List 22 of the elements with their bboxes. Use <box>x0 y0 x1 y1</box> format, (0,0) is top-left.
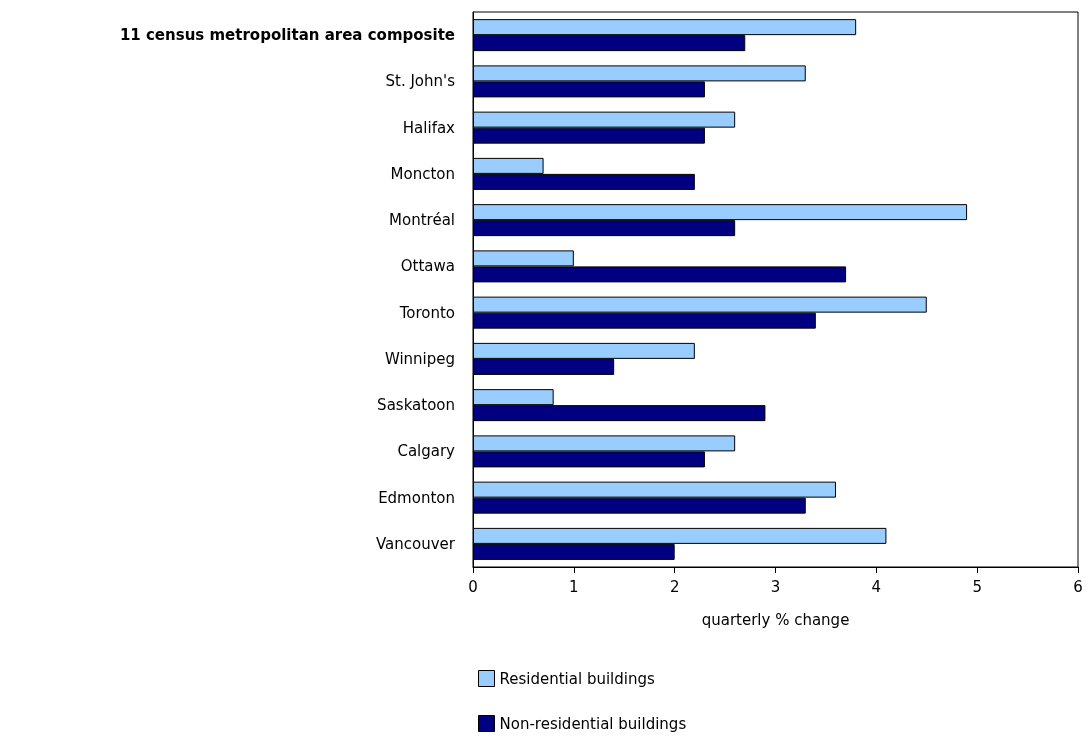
legend-label: Non-residential buildings <box>499 714 687 733</box>
y-tick-label: Moncton <box>390 164 455 183</box>
x-tick-label: 2 <box>669 577 680 596</box>
legend-label: Residential buildings <box>499 669 655 688</box>
y-tick-label: Toronto <box>398 303 455 322</box>
y-tick-label: Halifax <box>402 118 456 137</box>
x-tick-label: 5 <box>972 577 982 596</box>
y-tick-label: 11 census metropolitan area composite <box>119 26 455 45</box>
y-tick-label: Saskatoon <box>377 396 455 415</box>
x-tick-label: 1 <box>569 577 579 596</box>
x-tick-label: 3 <box>770 577 781 596</box>
y-tick-label: Calgary <box>397 442 456 461</box>
y-tick-label: Vancouver <box>376 534 456 553</box>
y-tick-label: Montréal <box>389 211 455 230</box>
y-tick-label: Ottawa <box>400 257 455 276</box>
y-tick-label: St. John's <box>385 72 456 91</box>
x-tick-label: 6 <box>1073 577 1083 596</box>
y-tick-label: Winnipeg <box>384 349 455 368</box>
y-tick-label: Edmonton <box>378 488 455 507</box>
x-tick-label: 4 <box>871 577 882 596</box>
x-tick-label: 0 <box>468 577 478 596</box>
x-axis-title: quarterly % change <box>701 610 850 629</box>
